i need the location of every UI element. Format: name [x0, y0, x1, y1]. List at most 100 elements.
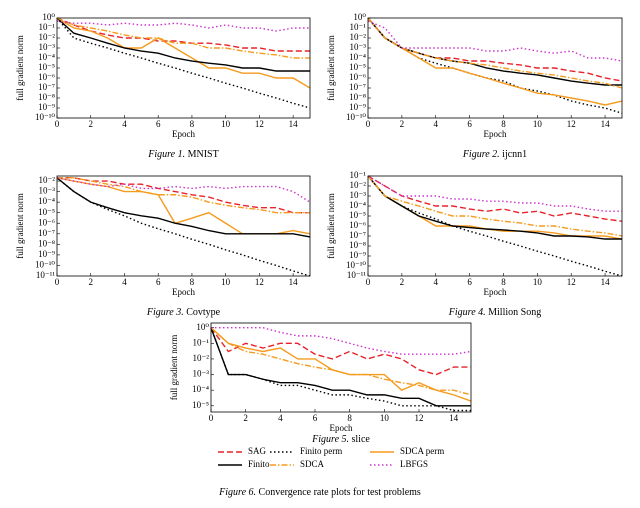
series-line [57, 177, 310, 214]
y-tick-label: 10⁻⁵ [192, 400, 209, 410]
y-tick-label: 10⁻⁴ [349, 200, 366, 210]
y-tick-label: 10⁻² [39, 32, 56, 42]
y-tick-label: 10⁻¹⁰ [35, 112, 55, 122]
y-tick-label: 10⁻⁸ [349, 240, 366, 250]
y-tick-label: 10⁻⁶ [38, 72, 55, 82]
y-tick-label: 10⁻⁴ [38, 52, 55, 62]
caption: Figure 3. Covtype [146, 307, 221, 318]
y-tick-label: 10⁰ [42, 12, 55, 22]
y-tick-label: 10⁻⁵ [349, 62, 366, 72]
x-axis-label: Epoch [172, 287, 195, 297]
y-tick-label: 10⁻⁸ [38, 92, 55, 102]
x-tick-label: 6 [313, 413, 318, 423]
caption-label: Figure 2. [462, 149, 500, 160]
y-axis-label: full gradient norm [326, 35, 336, 100]
x-tick-label: 0 [55, 277, 60, 287]
x-tick-label: 0 [55, 119, 60, 129]
y-tick-label: 10⁻³ [39, 186, 56, 196]
figure-caption-label: Figure 6. [218, 487, 256, 498]
caption-title: Million Song [488, 307, 541, 318]
x-tick-label: 4 [122, 119, 127, 129]
legend-label: SAG [248, 446, 267, 456]
y-tick-label: 10⁻⁴ [349, 52, 366, 62]
x-axis-label: Epoch [484, 129, 507, 139]
x-tick-label: 14 [289, 119, 299, 129]
legend-label: Finito [248, 459, 270, 469]
series-line [211, 327, 472, 355]
caption-title: Covtype [186, 307, 220, 318]
series-line [367, 175, 623, 237]
x-tick-label: 14 [449, 413, 459, 423]
x-tick-label: 2 [400, 119, 405, 129]
y-tick-label: 10⁻³ [350, 190, 367, 200]
series-line [367, 175, 623, 222]
legend-label: Finito perm [300, 446, 342, 456]
series-line [56, 17, 311, 109]
x-tick-label: 14 [601, 277, 611, 287]
y-tick-label: 10⁻¹ [350, 170, 367, 180]
x-tick-label: 4 [122, 277, 127, 287]
y-tick-label: 10⁻³ [193, 369, 210, 379]
x-tick-label: 2 [243, 413, 248, 423]
caption-label: Figure 1. [147, 149, 185, 160]
y-tick-label: 10⁻¹ [350, 22, 367, 32]
x-tick-label: 8 [190, 277, 195, 287]
x-tick-label: 4 [433, 119, 438, 129]
y-tick-label: 10⁻¹⁰ [35, 260, 55, 270]
caption: Figure 5. slice [311, 434, 370, 445]
x-tick-label: 0 [366, 119, 371, 129]
plot-frame [367, 17, 623, 119]
y-tick-label: 10⁻² [350, 32, 367, 42]
x-tick-label: 0 [366, 277, 371, 287]
y-tick-label: 10⁻⁷ [38, 82, 55, 92]
y-axis-label: full gradient norm [326, 193, 336, 258]
series-line [56, 17, 310, 52]
series-line [210, 327, 471, 412]
y-tick-label: 10⁻⁴ [192, 384, 209, 394]
x-tick-label: 14 [289, 277, 299, 287]
y-tick-label: 10⁻⁹ [349, 102, 366, 112]
x-tick-label: 4 [433, 277, 438, 287]
y-tick-label: 10⁻¹ [39, 22, 56, 32]
y-tick-label: 10⁻⁴ [38, 196, 55, 206]
x-tick-label: 6 [156, 119, 161, 129]
y-tick-label: 10⁻⁶ [349, 72, 366, 82]
y-tick-label: 10⁻⁸ [38, 238, 55, 248]
caption-title: slice [352, 434, 371, 445]
series-line [56, 20, 310, 32]
x-tick-label: 12 [255, 277, 264, 287]
series-line [367, 175, 622, 240]
plot-frame [56, 175, 311, 277]
series-line [210, 327, 471, 376]
x-axis-label: Epoch [484, 287, 507, 297]
series-line [367, 17, 623, 114]
caption-title: MNIST [188, 149, 219, 160]
caption-title: ijcnn1 [502, 149, 527, 160]
legend-label: SDCA [300, 459, 325, 469]
y-tick-label: 10⁻⁷ [38, 228, 55, 238]
y-tick-label: 10⁰ [196, 322, 209, 332]
caption: Figure 1. MNIST [147, 149, 218, 160]
x-tick-label: 2 [88, 277, 93, 287]
series-line [57, 177, 310, 214]
x-tick-label: 6 [467, 119, 472, 129]
figure-caption: Figure 6. Convergence rate plots for tes… [218, 487, 421, 498]
caption: Figure 4. Million Song [448, 307, 541, 318]
plot-frame [367, 175, 623, 277]
x-tick-label: 10 [533, 119, 543, 129]
plot-frame [210, 322, 472, 413]
x-tick-label: 12 [567, 119, 576, 129]
x-tick-label: 10 [221, 119, 231, 129]
x-tick-label: 10 [380, 413, 390, 423]
x-tick-label: 14 [601, 119, 611, 129]
y-tick-label: 10⁻¹¹ [347, 270, 366, 280]
y-tick-label: 10⁻⁷ [349, 230, 366, 240]
x-axis-label: Epoch [172, 129, 195, 139]
x-tick-label: 12 [567, 277, 576, 287]
y-tick-label: 10⁻³ [350, 42, 367, 52]
x-tick-label: 8 [347, 413, 352, 423]
y-tick-label: 10⁻⁵ [38, 62, 55, 72]
series-line [56, 17, 311, 89]
y-axis-label: full gradient norm [169, 335, 179, 400]
plot-frame [56, 17, 311, 119]
